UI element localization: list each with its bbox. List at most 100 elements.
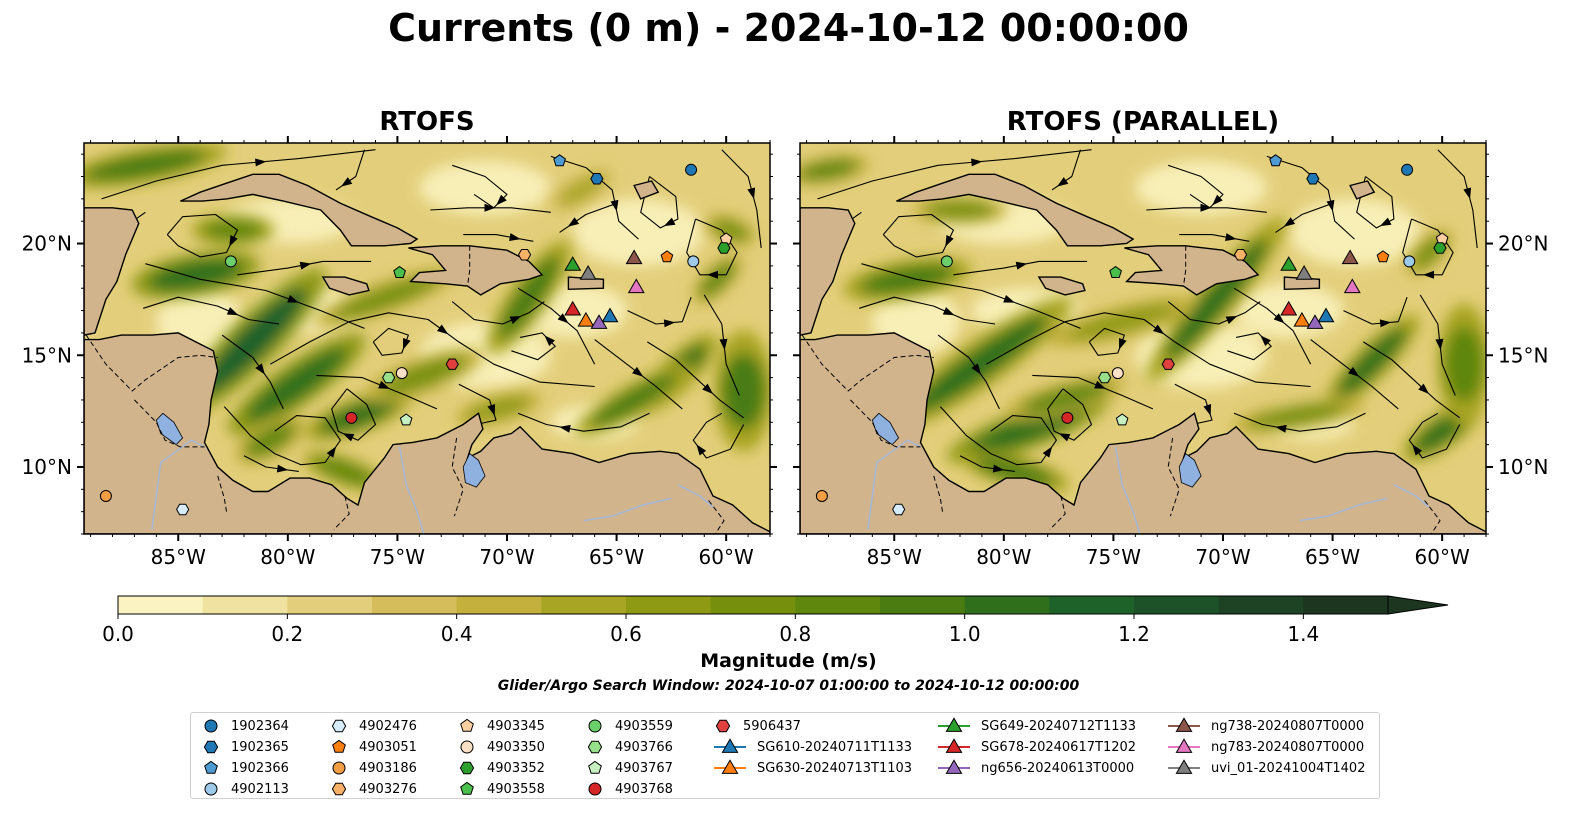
legend-symbol	[588, 782, 602, 796]
streamline-arrow	[707, 270, 718, 279]
right-panel-title: RTOFS (PARALLEL)	[1006, 107, 1280, 137]
lon-tick-label: 65°W	[589, 545, 644, 569]
colorbar-tick-label: 0.4	[441, 622, 473, 646]
streamline	[517, 412, 650, 432]
streamline-arrow	[255, 158, 267, 167]
legend-marker-SG630-20240713T1103	[721, 759, 739, 774]
land	[1037, 276, 1086, 296]
colorbar-tick-label: 0.2	[271, 622, 303, 646]
marker-SG610-20240711T1133	[601, 307, 619, 323]
legend-label: 1902364	[231, 718, 289, 734]
lon-tick-label: 60°W	[699, 545, 754, 569]
streamline	[463, 234, 534, 242]
legend-label: 4903350	[487, 739, 545, 755]
streamline	[451, 301, 545, 325]
colorbar-segment	[287, 596, 373, 614]
legend-marker-4902113	[204, 782, 218, 796]
legend-symbol	[1168, 738, 1200, 753]
river	[398, 446, 425, 534]
marker-4903768	[1061, 411, 1074, 424]
legend-marker-ng738-20240807T0000	[1175, 717, 1193, 732]
marker-uvi_01-20241004T1402	[579, 264, 597, 280]
current-jet	[1067, 304, 1178, 340]
river	[1114, 446, 1141, 534]
legend-marker-4903345	[460, 718, 474, 732]
country-border	[1167, 437, 1180, 517]
marker-1902366	[1269, 154, 1282, 167]
streamline-arrow	[1283, 217, 1296, 227]
legend-item: 4903558	[457, 779, 545, 799]
legend-item: 4903767	[585, 758, 673, 778]
legend-marker-SG649-20240712T1133	[945, 717, 963, 732]
legend-label: 4903766	[615, 739, 673, 755]
land	[633, 180, 660, 200]
marker-4903276	[1233, 249, 1248, 261]
marker-4903350	[395, 367, 408, 380]
country-border	[85, 334, 218, 392]
streamline-arrow	[496, 194, 507, 206]
streamline-arrow	[702, 383, 714, 394]
current-jet	[313, 457, 376, 486]
map-panel-rtofs[interactable]: 85°W 80°W 75°W 70°W 65°W 60°W 10°N 15°N 20°N	[22, 136, 777, 569]
legend-symbol	[459, 761, 475, 775]
streamline-arrow	[509, 316, 522, 325]
colorbar-extend-arrow	[1387, 595, 1449, 615]
legend-item: 5906437	[713, 716, 801, 736]
colorbar-label: Magnitude (m/s)	[700, 650, 877, 672]
current-jet	[968, 404, 1088, 454]
streamline-arrow	[255, 363, 265, 375]
colorbar-segment	[1218, 596, 1304, 614]
lon-tick-label: 65°W	[1305, 545, 1360, 569]
current-jet	[910, 314, 1049, 414]
current-jet	[332, 275, 441, 319]
country-border	[850, 399, 921, 448]
marker-SG649-20240712T1133	[1280, 256, 1298, 271]
legend-item: uvi_01-20241004T1402	[1167, 758, 1365, 778]
legend-marker-ng783-20240807T0000	[1175, 738, 1193, 753]
streamline	[1227, 332, 1272, 361]
low-speed-area	[1288, 198, 1421, 266]
colorbar-segment	[795, 596, 881, 614]
legend-item: 1902364	[201, 716, 289, 736]
current-jet	[1247, 403, 1348, 428]
streamline-arrow	[299, 261, 312, 270]
legend-label: 1902365	[231, 739, 289, 755]
streamline-arrow	[487, 404, 496, 416]
lake	[155, 412, 184, 446]
streamline-arrow	[1203, 404, 1212, 416]
land	[896, 173, 1135, 247]
legend-label: SG610-20240711T1133	[757, 739, 913, 755]
marker-ng656-20240613T0000	[1306, 314, 1324, 329]
streamline-arrow	[484, 203, 496, 212]
legend-label: SG678-20240617T1202	[981, 739, 1137, 755]
streamline-arrow	[632, 366, 644, 377]
legend-symbol	[715, 719, 731, 733]
streamline-arrow	[696, 444, 707, 456]
land	[84, 332, 770, 534]
marker-SG610-20240711T1133	[1317, 307, 1335, 323]
legend-label: ng783-20240807T0000	[1211, 739, 1365, 755]
current-jet	[84, 150, 206, 181]
streamline	[1167, 301, 1261, 325]
legend-label: ng738-20240807T0000	[1211, 718, 1365, 734]
colorbar-segment	[1303, 596, 1389, 614]
marker-1902364	[685, 163, 698, 176]
streamline-arrow	[403, 338, 411, 350]
country-border	[708, 500, 725, 534]
marker-4903051	[1376, 250, 1390, 263]
map-panel-rtofs-parallel[interactable]: 85°W 80°W 75°W 70°W 65°W 60°W 10°N 15°N 20°N	[793, 136, 1548, 569]
legend-symbol	[203, 740, 219, 754]
legend-item: 4903766	[585, 737, 673, 757]
streamline	[1233, 412, 1366, 432]
marker-4903559	[224, 255, 237, 268]
colorbar-segment	[541, 596, 627, 614]
streamline-arrow	[1326, 199, 1335, 212]
marker-1902364	[1401, 163, 1414, 176]
legend-item: ng656-20240613T0000	[937, 758, 1134, 778]
land	[800, 207, 856, 336]
country-border	[1424, 500, 1441, 534]
colorbar-segment	[1049, 596, 1135, 614]
streamline-arrow	[559, 424, 571, 433]
current-jet	[244, 422, 296, 458]
marker-ng783-20240807T0000	[1343, 278, 1361, 294]
